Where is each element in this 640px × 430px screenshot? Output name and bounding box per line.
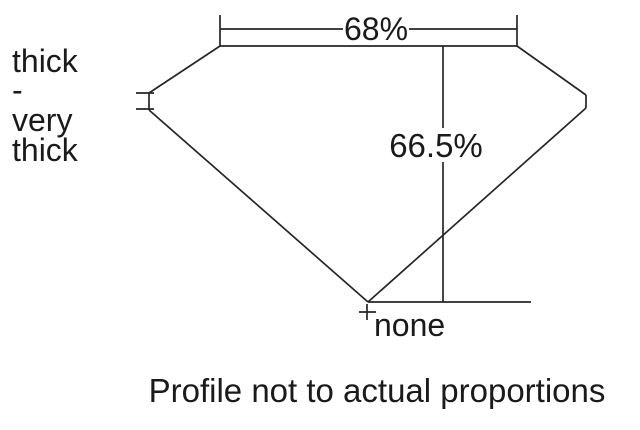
table-width-label: 68% — [344, 11, 408, 47]
girdle-thickness-ticks — [136, 92, 154, 110]
girdle-label-line-1: thick — [12, 43, 79, 79]
girdle-thickness-label: thick - very thick — [12, 43, 79, 168]
diagram-caption: Profile not to actual proportions — [149, 372, 606, 409]
girdle-label-line-4: thick — [12, 132, 79, 168]
crown-right-line — [516, 45, 587, 96]
table-measure-bracket — [219, 15, 518, 46]
pavilion-right-line — [367, 107, 587, 303]
girdle-label-line-2: - — [12, 72, 23, 108]
crown-left-line — [148, 45, 221, 94]
pavilion-left-line — [148, 109, 369, 303]
culet-label: none — [374, 307, 445, 343]
culet-plus-mark — [359, 304, 376, 320]
depth-label: 66.5% — [389, 127, 483, 164]
diamond-outline — [148, 45, 587, 303]
girdle-label-line-3: very — [12, 102, 72, 138]
